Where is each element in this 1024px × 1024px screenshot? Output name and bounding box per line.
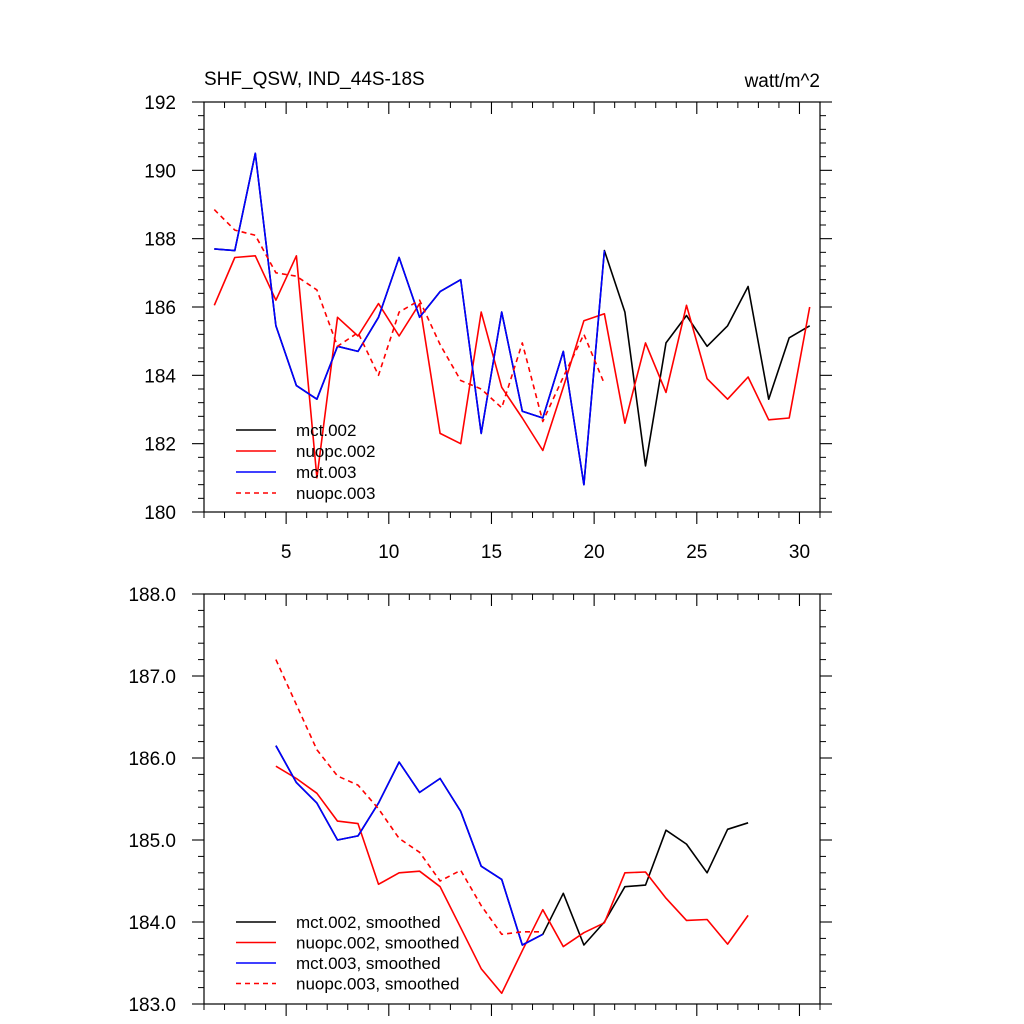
bottom-y-tick-label: 186.0	[128, 749, 176, 770]
bottom-series-nuopc-003-smoothed	[275, 659, 543, 936]
bottom-legend-label-nuopc-003-smoothed: nuopc.003, smoothed	[296, 975, 460, 994]
bottom-series-mct-003-smoothed	[275, 745, 544, 946]
bottom-series-nuopc-002-smoothed	[275, 765, 749, 995]
top-y-tick-label: 192	[144, 93, 176, 114]
top-title-right: watt/m^2	[744, 71, 820, 92]
top-plot-area	[213, 152, 811, 486]
bottom-y-tick-label: 185.0	[128, 831, 176, 852]
top-panel: SHF_QSW, IND_44S-18S watt/m^2 5 10 15 20 25 3…	[144, 69, 832, 563]
top-x-tick-label: 20	[584, 542, 605, 563]
bottom-panel: 183.0 184.0 185.0 186.0 187.0 188.0 mct.002, s…	[128, 585, 832, 1016]
top-y-tick-label: 184	[144, 366, 176, 387]
top-y-tick-label: 180	[144, 503, 176, 524]
bottom-plot-frame	[203, 593, 821, 1005]
top-x-tick-label: 25	[686, 542, 707, 563]
top-series-nuopc-002	[213, 255, 811, 479]
top-x-tick-label: 10	[378, 542, 399, 563]
top-plot-frame	[203, 101, 821, 513]
top-x-tick-label: 15	[481, 542, 502, 563]
bottom-plot-area	[275, 659, 749, 995]
top-legend-label-nuopc-002: nuopc.002	[296, 442, 375, 461]
bottom-y-tick-label: 183.0	[128, 995, 176, 1016]
bottom-y-tick-label: 188.0	[128, 585, 176, 606]
top-title-left: SHF_QSW, IND_44S-18S	[204, 69, 425, 90]
top-y-tick-label: 182	[144, 435, 176, 456]
top-legend-label-mct-002: mct.002	[296, 421, 356, 440]
top-series-mct-003	[214, 152, 606, 486]
top-y-tick-label: 188	[144, 230, 176, 251]
bottom-legend-label-mct-002-smoothed: mct.002, smoothed	[296, 913, 441, 932]
bottom-y-tick-label: 184.0	[128, 913, 176, 934]
bottom-legend-label-mct-003-smoothed: mct.003, smoothed	[296, 954, 441, 973]
top-y-tick-label: 190	[144, 161, 176, 182]
top-legend-label-nuopc-003: nuopc.003	[296, 484, 375, 503]
bottom-y-tick-label: 187.0	[128, 667, 176, 688]
top-legend-label-mct-003: mct.003	[296, 463, 356, 482]
top-x-tick-label: 30	[789, 542, 810, 563]
top-x-tick-label: 5	[281, 542, 292, 563]
bottom-legend-label-nuopc-002-smoothed: nuopc.002, smoothed	[296, 934, 460, 953]
top-y-tick-label: 186	[144, 298, 176, 319]
